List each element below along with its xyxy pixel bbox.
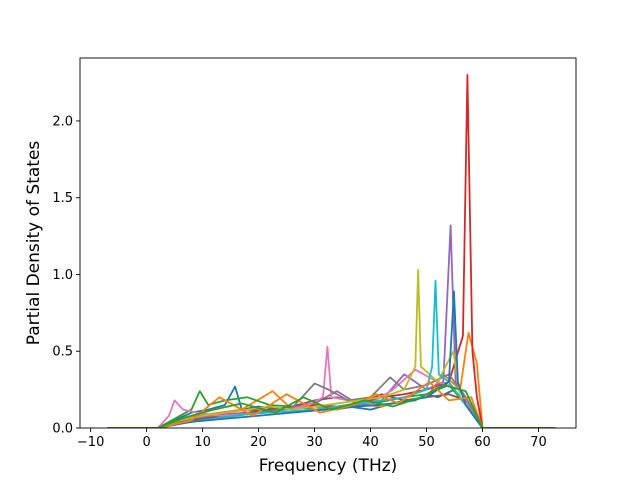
y-axis-ticks: 0.0 0.5 1.0 1.5 2.0 <box>52 114 80 437</box>
y-tick-label: 0.0 <box>52 422 73 437</box>
series-layer <box>107 73 556 428</box>
y-tick-label: 1.0 <box>52 268 73 283</box>
series-line-7 <box>107 345 556 428</box>
x-axis-label: Frequency (THz) <box>259 456 398 476</box>
series-line-6 <box>107 393 556 428</box>
x-tick-label: 20 <box>250 435 267 450</box>
x-axis-ticks: −10 0 10 20 30 40 50 60 70 <box>77 428 547 450</box>
y-tick-label: 0.5 <box>52 345 73 360</box>
x-tick-label: −10 <box>77 435 104 450</box>
series-line-9 <box>107 268 556 428</box>
x-tick-label: 40 <box>362 435 379 450</box>
plot-background <box>80 58 576 428</box>
plot-frame <box>79 57 577 429</box>
y-axis-label: Partial Density of States <box>24 141 44 346</box>
x-tick-label: 10 <box>194 435 211 450</box>
x-tick-label: 70 <box>530 435 547 450</box>
series-line-11 <box>107 290 556 428</box>
series-line-13 <box>107 384 556 428</box>
x-tick-label: 50 <box>418 435 435 450</box>
y-tick-label: 1.5 <box>52 191 73 206</box>
x-tick-label: 30 <box>306 435 323 450</box>
y-tick-label: 2.0 <box>52 114 73 129</box>
x-tick-label: 0 <box>142 435 150 450</box>
x-tick-label: 60 <box>474 435 491 450</box>
